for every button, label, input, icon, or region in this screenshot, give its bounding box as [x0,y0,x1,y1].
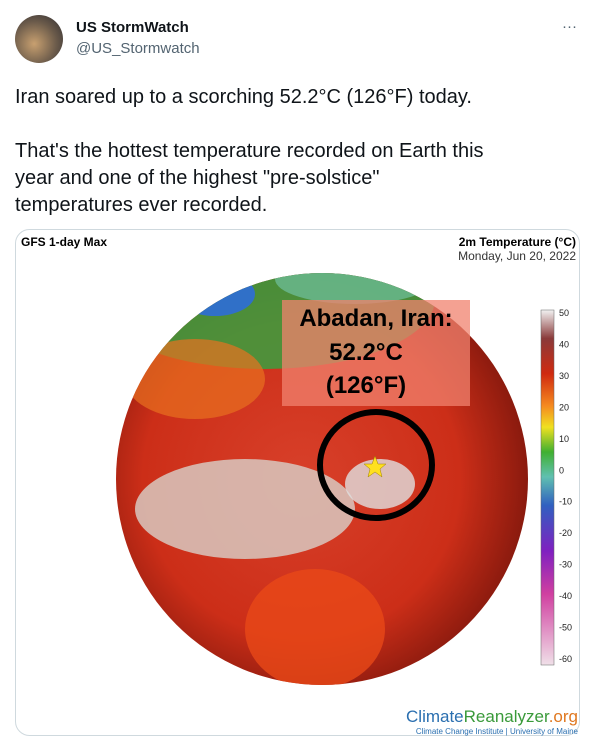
line: temperatures ever recorded. [15,194,268,216]
user-handle[interactable]: @US_Stormwatch [76,40,200,57]
avatar[interactable] [15,15,63,63]
colorbar-label: 40 [559,339,569,349]
colorbar-label: -50 [559,623,572,633]
more-button[interactable]: ··· [562,18,577,35]
colorbar-labels: 50 40 30 20 10 0 -10 -20 -30 -40 -50 -60 [559,308,572,664]
tweet-image[interactable]: Abadan, Iran: 52.2°C (126°F) GFS 1-day M… [15,229,580,736]
colorbar [540,309,555,666]
colorbar-label: 20 [559,402,569,412]
colorbar-label: -40 [559,591,572,601]
line: That's the hottest temperature recorded … [15,140,484,162]
model-label: GFS 1-day Max [21,235,107,249]
colorbar-label: 50 [559,308,569,318]
brand-part: Reanalyzer [464,707,550,726]
colorbar-label: -30 [559,560,572,570]
colorbar-label: 10 [559,434,569,444]
highlight-circle [317,409,435,521]
callout-box [282,300,470,406]
callout-text: 52.2°C [329,339,403,366]
paragraph: Iran soared up to a scorching 52.2°C (12… [15,84,581,111]
variable-label: 2m Temperature (°C) [459,235,576,249]
location-star [363,455,387,478]
callout-text: (126°F) [326,372,406,399]
institute: Climate Change Institute | University of… [416,727,579,736]
brand: ClimateReanalyzer.org [406,707,578,726]
callout-text: Abadan, Iran: [299,305,452,332]
paragraph: That's the hottest temperature recorded … [15,138,581,219]
line: year and one of the highest "pre-solstic… [15,167,380,189]
colorbar-label: -20 [559,528,572,538]
colorbar-label: 30 [559,371,569,381]
colorbar-label: -10 [559,497,572,507]
brand-part: .org [549,707,578,726]
user-name[interactable]: US StormWatch [76,19,189,36]
colorbar-label: -60 [559,654,572,664]
tweet-text: Iran soared up to a scorching 52.2°C (12… [15,84,581,246]
colorbar-label: 0 [559,465,564,475]
brand-part: Climate [406,707,464,726]
date-label: Monday, Jun 20, 2022 [458,249,576,263]
line: Iran soared up to a scorching 52.2°C (12… [15,86,472,108]
